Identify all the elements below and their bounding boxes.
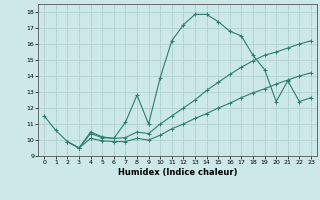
X-axis label: Humidex (Indice chaleur): Humidex (Indice chaleur) [118,168,237,177]
